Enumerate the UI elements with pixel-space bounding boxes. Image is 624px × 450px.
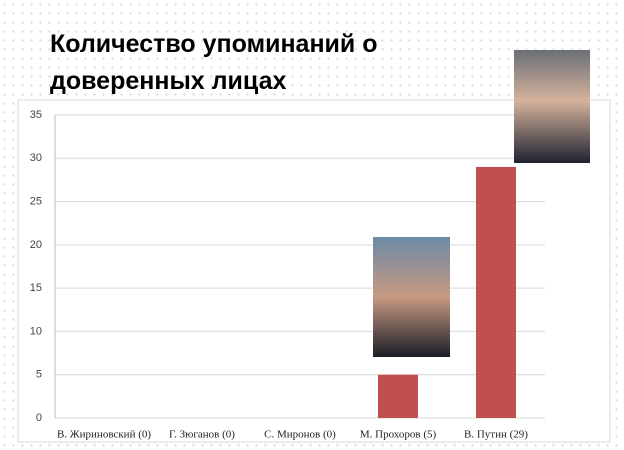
x-tick-label: С. Миронов (0)	[264, 429, 336, 441]
y-tick-label: 10	[30, 325, 42, 337]
y-tick-label: 5	[36, 369, 42, 381]
portrait-photo	[514, 50, 590, 163]
y-tick-label: 25	[30, 195, 42, 207]
x-tick-label: В. Жириновский (0)	[57, 429, 151, 441]
bar	[476, 166, 516, 418]
x-tick-label: Г. Зюганов (0)	[169, 429, 235, 441]
y-tick-label: 0	[36, 412, 42, 424]
x-tick-label: М. Прохоров (5)	[360, 429, 437, 441]
y-tick-label: 20	[30, 239, 42, 251]
bar	[378, 374, 418, 418]
y-tick-label: 30	[30, 152, 42, 164]
y-tick-label: 35	[30, 109, 42, 121]
x-tick-label: В. Путин (29)	[464, 429, 528, 441]
chart-title: Количество упоминаний о доверенных лицах	[50, 30, 378, 95]
y-tick-label: 15	[30, 282, 42, 294]
portrait-photo	[373, 237, 450, 357]
